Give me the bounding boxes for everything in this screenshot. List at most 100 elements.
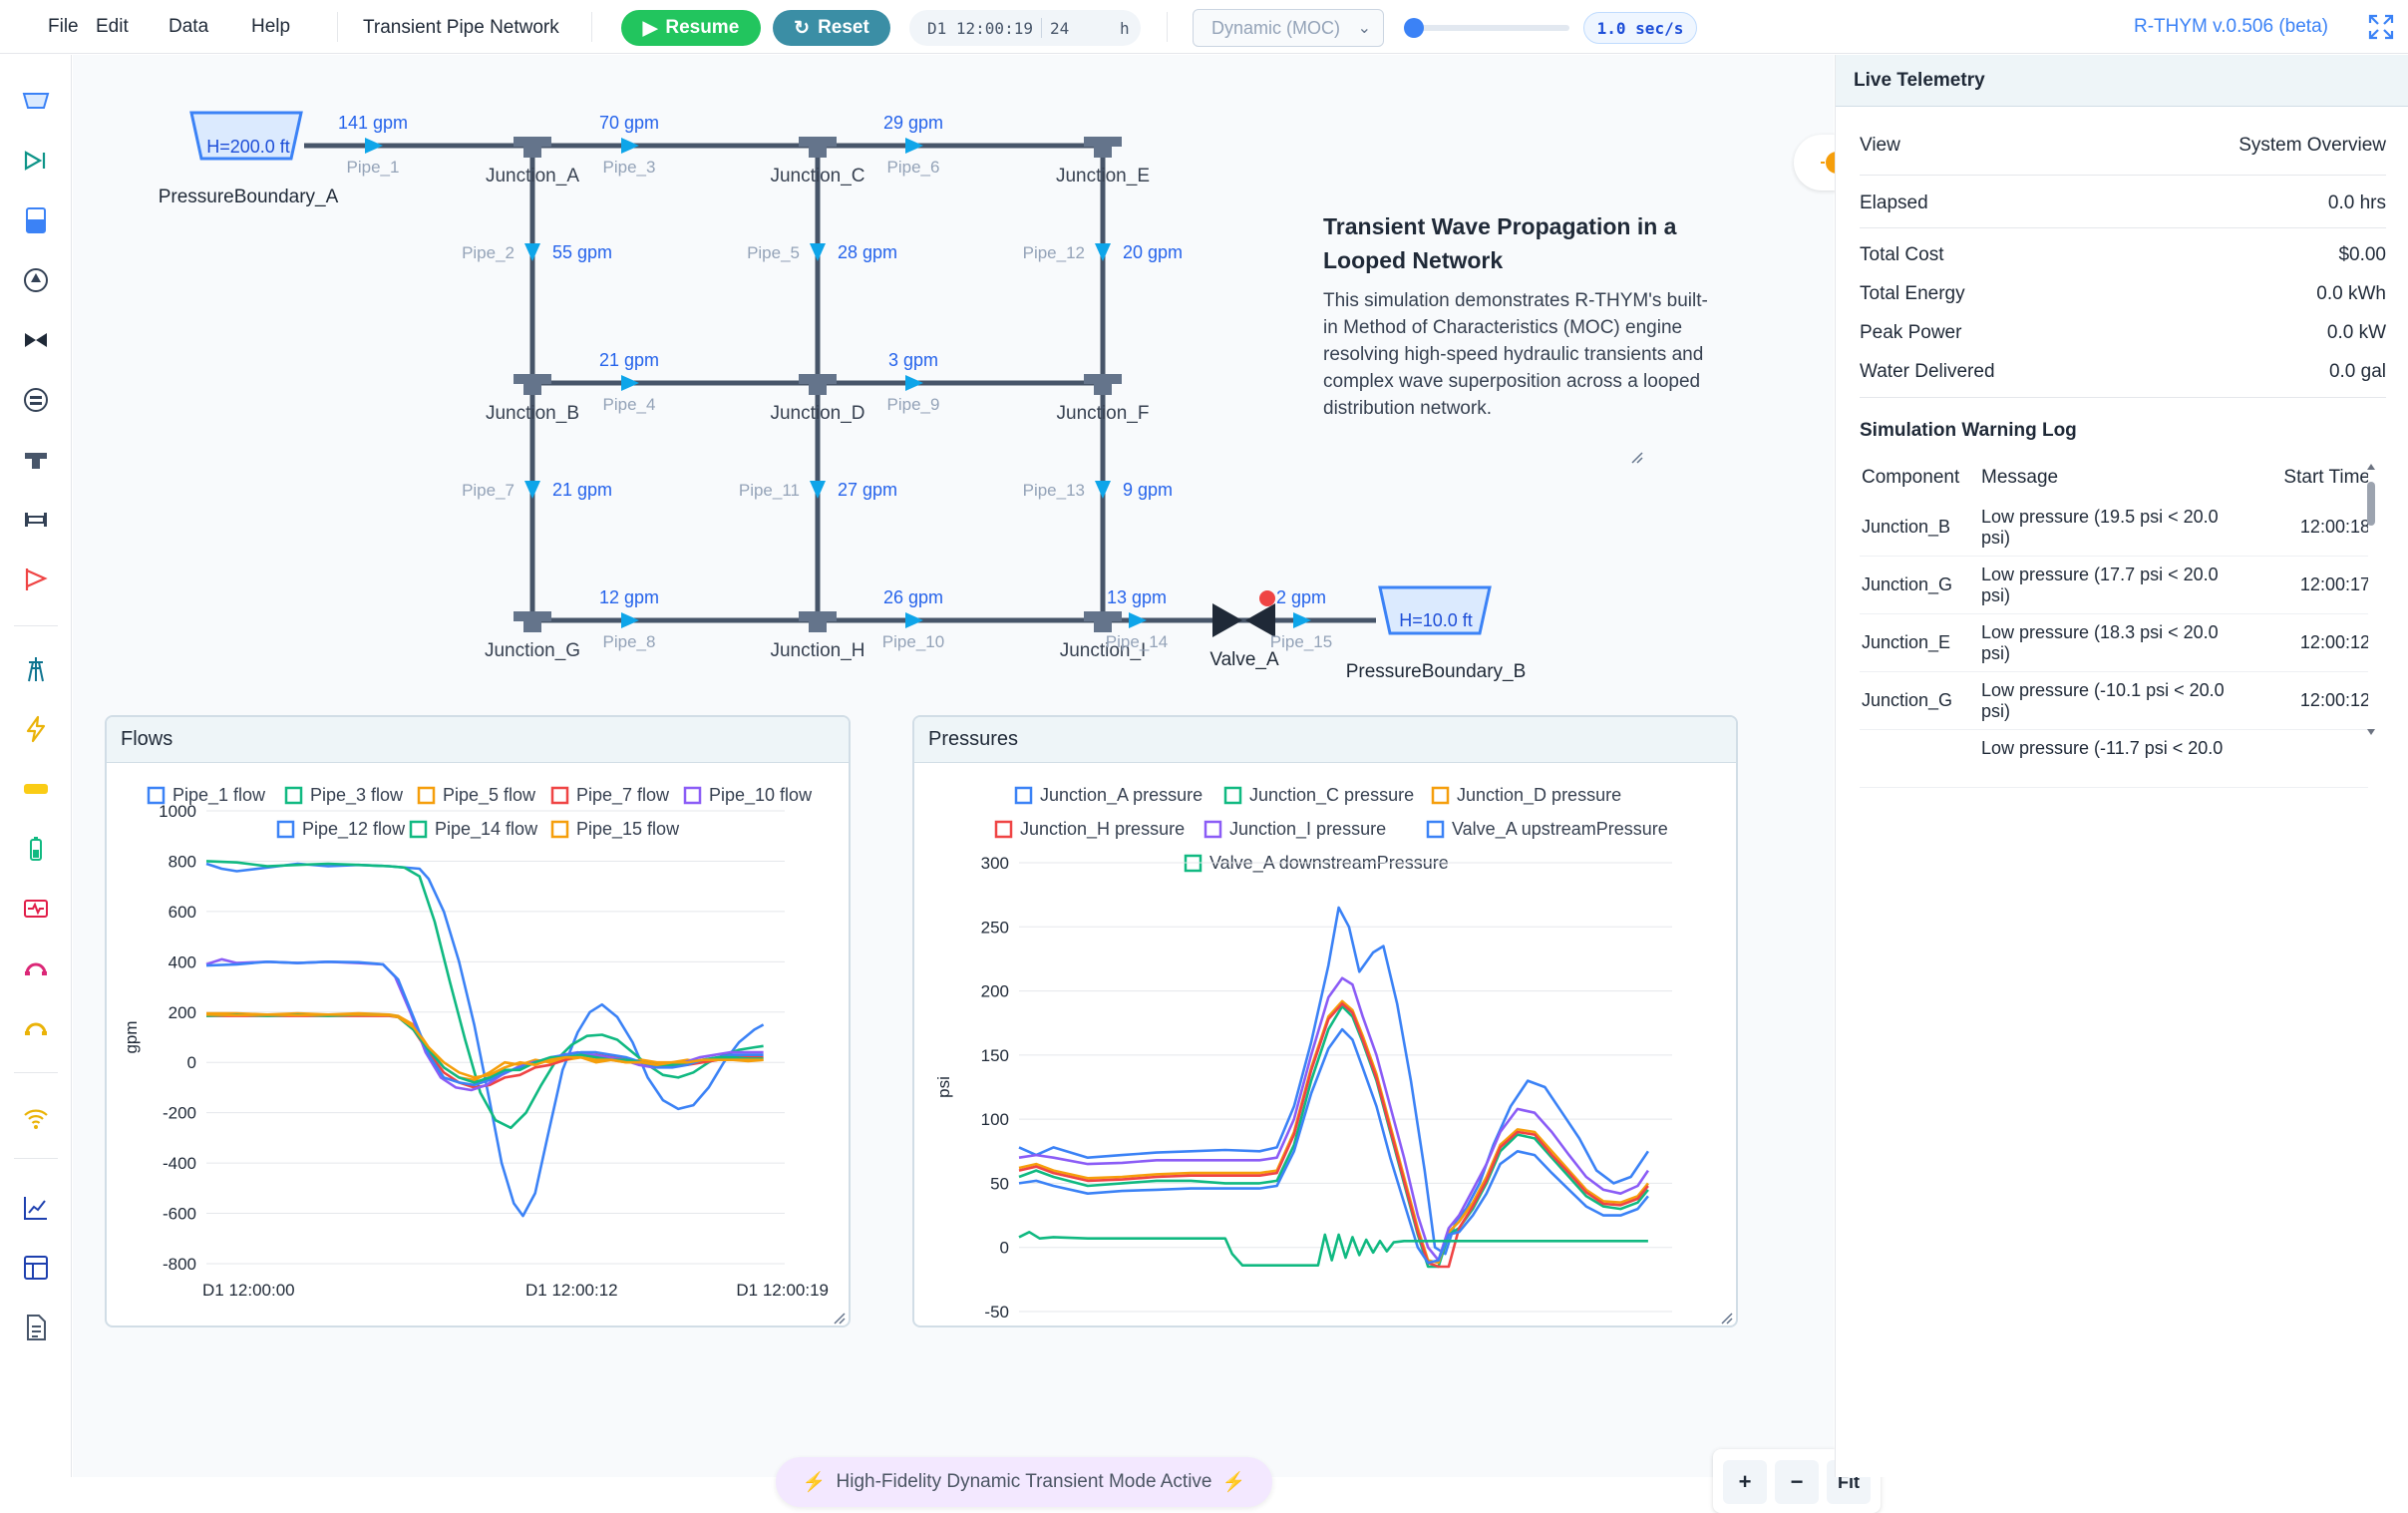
- resize-handle-icon[interactable]: [1721, 1313, 1733, 1324]
- valve-round-tool[interactable]: [20, 264, 52, 296]
- menu-divider: [337, 12, 338, 42]
- legend-item[interactable]: Pipe_15 flow: [550, 819, 680, 840]
- check-valve-tool[interactable]: [20, 384, 52, 416]
- fullscreen-icon[interactable]: [2368, 14, 2394, 40]
- pressures-chart[interactable]: Junction_A pressure Junction_C pressure Ju…: [914, 763, 1736, 1327]
- legend-item[interactable]: Pipe_1 flow: [147, 785, 266, 806]
- menu-data[interactable]: Data: [169, 16, 209, 37]
- resume-button[interactable]: ▶ Resume: [621, 10, 761, 46]
- menu-edit[interactable]: Edit: [96, 16, 129, 37]
- pipe-segment-tool[interactable]: [20, 504, 52, 536]
- junction-tool[interactable]: [20, 444, 52, 476]
- magnet-pink-tool[interactable]: [20, 952, 52, 984]
- pressures-chart-panel[interactable]: Pressures Junction_A pressure Junction_C …: [912, 715, 1738, 1327]
- project-title[interactable]: Transient Pipe Network: [363, 17, 559, 38]
- warning-log-row[interactable]: Junction_B Low pressure (19.5 psi < 20.0 …: [1860, 499, 2368, 557]
- junction-node[interactable]: Junction_D: [770, 374, 865, 424]
- pressure-boundary-a[interactable]: [189, 111, 303, 161]
- pipe-name-label: Pipe_6: [887, 158, 940, 177]
- magnet-orange-tool[interactable]: [20, 1012, 52, 1044]
- pipe-pipe-3[interactable]: 70 gpm Pipe_3: [599, 113, 659, 177]
- legend-item[interactable]: Pipe_10 flow: [683, 785, 813, 806]
- layout-tool[interactable]: [20, 1252, 52, 1284]
- menu-help[interactable]: Help: [251, 16, 291, 37]
- pipe-pipe-8[interactable]: 12 gpm Pipe_8: [599, 587, 659, 651]
- resize-handle-icon[interactable]: [1628, 449, 1646, 467]
- transmission-tool[interactable]: [20, 653, 52, 685]
- junction-node[interactable]: Junction_G: [485, 611, 580, 661]
- reset-button[interactable]: ↻ Reset: [773, 10, 890, 46]
- series-line: [1018, 1002, 1649, 1269]
- warning-log-row[interactable]: Junction_E Low pressure (18.3 psi < 20.0 …: [1860, 614, 2368, 672]
- pipe-pipe-2[interactable]: 55 gpm Pipe_2: [462, 242, 612, 262]
- network-canvas[interactable]: H=200.0 ft PressureBoundary_A H=10.0 ft …: [73, 55, 1881, 1513]
- charts-tool[interactable]: [20, 1192, 52, 1224]
- pipe-pipe-9[interactable]: 3 gpm Pipe_9: [887, 350, 940, 414]
- warning-log-row[interactable]: Junction_G Low pressure (-10.1 psi < 20.0…: [1860, 672, 2368, 730]
- duration-input[interactable]: 24: [1049, 18, 1070, 38]
- network-diagram[interactable]: H=200.0 ft PressureBoundary_A H=10.0 ft …: [73, 55, 1834, 733]
- transient-mode-banner: ⚡ High-Fidelity Dynamic Transient Mode A…: [776, 1457, 1272, 1507]
- power-tool[interactable]: [20, 713, 52, 745]
- junction-node[interactable]: Junction_I: [1060, 611, 1147, 661]
- pipe-pipe-7[interactable]: 21 gpm Pipe_7: [462, 480, 612, 500]
- zoom-in-button[interactable]: +: [1723, 1460, 1767, 1504]
- legend-item[interactable]: Pipe_7 flow: [550, 785, 670, 806]
- warning-log-row[interactable]: Low pressure (-11.7 psi < 20.0: [1860, 730, 2368, 788]
- speed-slider-thumb[interactable]: [1404, 18, 1424, 38]
- flows-chart[interactable]: Pipe_1 flow Pipe_3 flow Pipe_5 flow Pipe_7 …: [107, 763, 849, 1327]
- pipe-pipe-12[interactable]: 20 gpm Pipe_12: [1023, 242, 1183, 262]
- pipe-pipe-13[interactable]: 9 gpm Pipe_13: [1023, 480, 1173, 500]
- legend-item[interactable]: Junction_I pressure: [1204, 819, 1386, 840]
- telemetry-value: System Overview: [2238, 135, 2386, 156]
- legend-item[interactable]: Junction_C pressure: [1223, 785, 1414, 806]
- legend-item[interactable]: Junction_H pressure: [994, 819, 1185, 840]
- flows-chart-panel[interactable]: Flows Pipe_1 flow Pipe_3 flow Pipe_5 flow P…: [105, 715, 851, 1327]
- junction-node[interactable]: Junction_F: [1057, 374, 1150, 424]
- y-tick-label: -400: [163, 1154, 196, 1173]
- tank-icon: [26, 207, 46, 233]
- warning-log-table[interactable]: Component Message Start Time Junction_B L…: [1860, 459, 2368, 798]
- battery-bar-tool[interactable]: [20, 773, 52, 805]
- legend-item[interactable]: Junction_A pressure: [1014, 785, 1203, 806]
- pressure-boundary-b[interactable]: [1378, 585, 1492, 635]
- legend-item[interactable]: Pipe_14 flow: [409, 819, 538, 840]
- valve-a[interactable]: [1212, 603, 1275, 637]
- speed-slider-track[interactable]: [1406, 25, 1569, 31]
- pipe-pipe-10[interactable]: 26 gpm Pipe_10: [882, 587, 944, 651]
- junction-node[interactable]: Junction_C: [770, 137, 865, 187]
- legend-item[interactable]: Pipe_12 flow: [276, 819, 406, 840]
- pipe-pipe-1[interactable]: 141 gpm Pipe_1: [338, 113, 408, 177]
- warning-log-row[interactable]: Junction_G Low pressure (17.7 psi < 20.0 …: [1860, 557, 2368, 614]
- pipe-pipe-14[interactable]: 13 gpm Pipe_14: [1106, 587, 1168, 651]
- battery-tool[interactable]: [20, 833, 52, 865]
- warning-log-scrollbar[interactable]: [2365, 462, 2377, 737]
- report-tool[interactable]: [20, 1312, 52, 1343]
- junction-node[interactable]: Junction_B: [486, 374, 579, 424]
- monitor-tool[interactable]: [20, 893, 52, 925]
- junction-node[interactable]: Junction_H: [770, 611, 865, 661]
- menu-file[interactable]: File: [48, 16, 79, 37]
- pipe-pipe-4[interactable]: 21 gpm Pipe_4: [599, 350, 659, 414]
- wireless-tool[interactable]: [20, 1102, 52, 1134]
- solver-mode-select[interactable]: Dynamic (MOC) ⌄: [1193, 9, 1384, 47]
- pipe-pipe-15[interactable]: 2 gpm Pipe_15: [1270, 587, 1332, 651]
- legend-item[interactable]: Valve_A upstreamPressure: [1426, 819, 1668, 840]
- resize-handle-icon[interactable]: [834, 1313, 846, 1324]
- zoom-out-button[interactable]: −: [1775, 1460, 1819, 1504]
- legend-item[interactable]: Pipe_5 flow: [417, 785, 536, 806]
- pump-icon: [24, 151, 46, 171]
- junction-node[interactable]: Junction_A: [486, 137, 579, 187]
- reservoir-tool[interactable]: [20, 85, 52, 117]
- junction-node[interactable]: Junction_E: [1056, 137, 1150, 187]
- legend-item[interactable]: Junction_D pressure: [1431, 785, 1621, 806]
- tank-tool[interactable]: [20, 204, 52, 236]
- flag-tool[interactable]: [20, 564, 52, 595]
- valve-tool[interactable]: [20, 324, 52, 356]
- legend-item[interactable]: Pipe_3 flow: [284, 785, 404, 806]
- pipe-pipe-6[interactable]: 29 gpm Pipe_6: [883, 113, 943, 177]
- pipe-flow-label: 13 gpm: [1107, 587, 1167, 607]
- pipe-pipe-5[interactable]: 28 gpm Pipe_5: [747, 242, 897, 262]
- pump-tool[interactable]: [20, 145, 52, 177]
- pipe-pipe-11[interactable]: 27 gpm Pipe_11: [739, 480, 897, 500]
